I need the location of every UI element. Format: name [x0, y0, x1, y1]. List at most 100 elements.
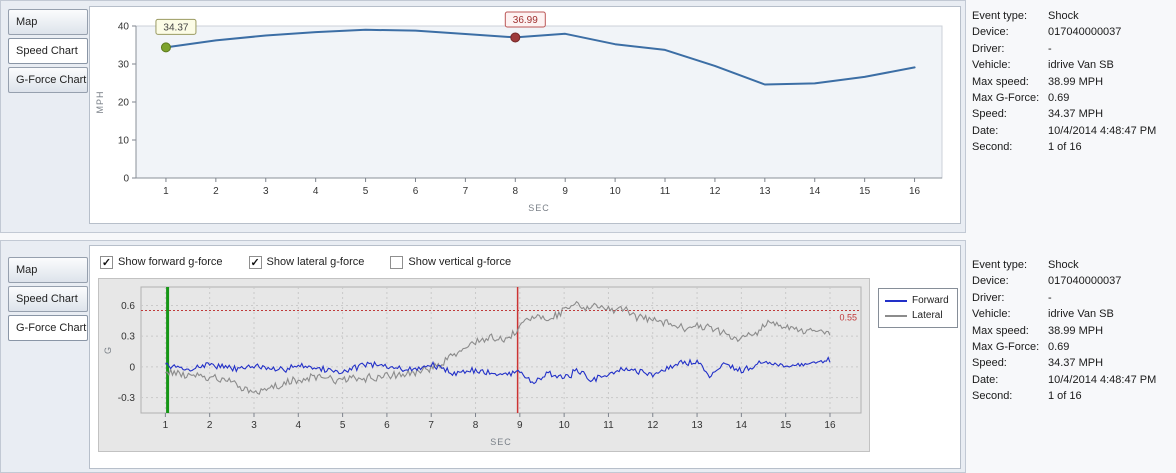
info-value: 0.69 [1048, 91, 1070, 104]
tab-strip-top: Map Speed Chart G-Force Chart [1, 1, 89, 232]
svg-text:0.6: 0.6 [121, 301, 135, 312]
info-row-speed: Speed: 34.37 MPH [972, 106, 1172, 122]
event-info-panel-bottom: Event type: Shock Device: 017040000037 Drive… [972, 257, 1172, 405]
info-label: Date: [972, 373, 999, 386]
gforce-chart-card: ✓ Show forward g-force ✓ Show lateral g-for… [89, 245, 961, 469]
svg-text:16: 16 [909, 186, 921, 197]
tab-map[interactable]: Map [8, 257, 88, 283]
svg-text:SEC: SEC [490, 437, 512, 447]
svg-text:9: 9 [517, 420, 523, 431]
legend-line-icon [885, 299, 907, 302]
svg-text:7: 7 [428, 420, 434, 431]
svg-text:13: 13 [691, 420, 703, 431]
svg-text:-0.3: -0.3 [118, 393, 136, 404]
info-row-max-speed: Max speed: 38.99 MPH [972, 323, 1172, 339]
tab-g-force-chart[interactable]: G-Force Chart [8, 67, 88, 93]
info-label: Event type: [972, 10, 1028, 22]
legend-label: Forward [912, 295, 949, 306]
svg-text:11: 11 [660, 186, 671, 197]
svg-text:3: 3 [251, 420, 257, 431]
svg-text:4: 4 [313, 186, 319, 197]
gforce-chart-panel: Map Speed Chart G-Force Chart ✓ Show forwar… [0, 240, 966, 473]
info-row-device: Device: 017040000037 [972, 273, 1172, 289]
svg-text:0.3: 0.3 [121, 332, 135, 343]
svg-text:40: 40 [118, 22, 130, 33]
checkbox-show-forward-g-force[interactable]: ✓ Show forward g-force [100, 255, 223, 269]
info-label: Second: [972, 141, 1013, 154]
checkbox-label: Show vertical g-force [408, 256, 512, 268]
info-value: 38.99 MPH [1048, 324, 1104, 337]
checkbox-unchecked-icon[interactable] [390, 255, 404, 269]
info-row-driver: Driver: - [972, 41, 1172, 57]
info-value: 017040000037 [1048, 275, 1122, 288]
svg-text:6: 6 [413, 186, 419, 197]
checkbox-checked-icon[interactable]: ✓ [248, 255, 262, 269]
svg-text:4: 4 [296, 420, 302, 431]
info-row-date: Date: 10/4/2014 4:48:47 PM [972, 123, 1172, 139]
checkbox-checked-icon[interactable]: ✓ [100, 255, 113, 269]
info-label: Date: [972, 124, 999, 137]
info-row-max-speed: Max speed: 38.99 MPH [972, 74, 1172, 90]
info-label: Driver: [972, 291, 1005, 304]
gforce-toggle-row: ✓ Show forward g-force ✓ Show lateral g-for… [100, 252, 511, 272]
info-value: 10/4/2014 4:48:47 PM [1048, 124, 1157, 137]
info-row-speed: Speed: 34.37 MPH [972, 355, 1172, 371]
info-value: 1 of 16 [1048, 141, 1082, 154]
info-label: Max G-Force: [972, 91, 1040, 104]
svg-text:34.37: 34.37 [163, 22, 188, 33]
info-label: Max speed: [972, 324, 1029, 337]
svg-text:7: 7 [463, 186, 469, 197]
tab-speed-chart[interactable]: Speed Chart [8, 286, 88, 312]
svg-text:10: 10 [610, 186, 622, 197]
legend-label: Lateral [912, 310, 943, 321]
legend-line-icon [885, 314, 907, 317]
info-label: Max speed: [972, 75, 1029, 88]
info-label: Second: [972, 390, 1013, 403]
info-value: 0.69 [1048, 340, 1070, 353]
legend-item-lateral: Lateral [885, 308, 949, 323]
info-row-vehicle: Vehicle: idrive Van SB [972, 57, 1172, 73]
checkbox-show-vertical-g-force[interactable]: Show vertical g-force [390, 255, 512, 269]
info-row-vehicle: Vehicle: idrive Van SB [972, 306, 1172, 322]
svg-text:0: 0 [129, 362, 135, 373]
svg-text:14: 14 [736, 420, 748, 431]
info-value: 1 of 16 [1048, 390, 1082, 403]
svg-text:8: 8 [473, 420, 479, 431]
svg-text:0.55: 0.55 [839, 313, 857, 323]
checkbox-show-lateral-g-force[interactable]: ✓ Show lateral g-force [248, 255, 365, 269]
svg-text:12: 12 [647, 420, 659, 431]
svg-text:9: 9 [562, 186, 568, 197]
svg-text:15: 15 [780, 420, 792, 431]
info-row-max-g-force: Max G-Force: 0.69 [972, 339, 1172, 355]
info-value: 34.37 MPH [1048, 357, 1104, 370]
gforce-chart-area: -0.3 0 0.3 0.6 0.55 1 2 3 4 5 6 7 8 9 10 11 12 13 14 15 16 G S… [98, 278, 958, 452]
svg-text:13: 13 [759, 186, 771, 197]
svg-text:20: 20 [118, 98, 130, 109]
info-label: Vehicle: [972, 59, 1011, 72]
svg-text:2: 2 [213, 186, 219, 197]
gforce-chart[interactable]: -0.300.30.60.551 2 3 4 5 6 7 8 9 10 11 12 13 14 15 16GS… [99, 279, 869, 451]
legend-item-forward: Forward [885, 293, 949, 308]
event-info-panel-top: Event type: Shock Device: 017040000037 Drive… [972, 8, 1172, 156]
gforce-plot-box: -0.3 0 0.3 0.6 0.55 1 2 3 4 5 6 7 8 9 10 11 12 13 14 15 16 G S… [98, 278, 870, 452]
tab-speed-chart[interactable]: Speed Chart [8, 38, 88, 64]
tab-g-force-chart[interactable]: G-Force Chart [8, 315, 88, 341]
info-label: Driver: [972, 42, 1005, 55]
svg-text:1: 1 [163, 420, 169, 431]
svg-text:12: 12 [709, 186, 721, 197]
info-label: Max G-Force: [972, 340, 1040, 353]
speed-chart-panel: Map Speed Chart G-Force Chart 0 10 20 30 40 1 2 3… [0, 0, 966, 233]
info-row-second: Second: 1 of 16 [972, 388, 1172, 404]
tab-map[interactable]: Map [8, 9, 88, 35]
svg-text:5: 5 [363, 186, 369, 197]
checkbox-label: Show lateral g-force [266, 256, 365, 268]
info-label: Speed: [972, 108, 1007, 121]
info-label: Device: [972, 26, 1009, 39]
speed-chart-card: 0 10 20 30 40 1 2 3 4 5 6 7 8 9 10 11 12 13 14 15 16 MPH SEC 34… [89, 6, 961, 224]
info-row-max-g-force: Max G-Force: 0.69 [972, 90, 1172, 106]
svg-text:14: 14 [809, 186, 821, 197]
svg-text:G: G [103, 346, 113, 354]
info-row-second: Second: 1 of 16 [972, 139, 1172, 155]
svg-text:36.99: 36.99 [513, 15, 538, 26]
